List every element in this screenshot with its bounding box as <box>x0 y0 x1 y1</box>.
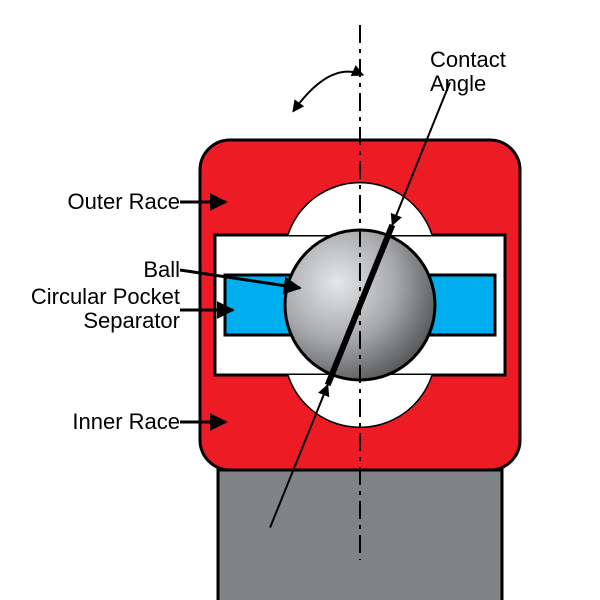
label-separator: Circular PocketSeparator <box>31 285 180 333</box>
label-inner-race: Inner Race <box>72 410 180 434</box>
label-outer-race: Outer Race <box>68 190 181 214</box>
label-contact-angle: ContactAngle <box>430 48 506 96</box>
label-ball: Ball <box>143 258 180 282</box>
